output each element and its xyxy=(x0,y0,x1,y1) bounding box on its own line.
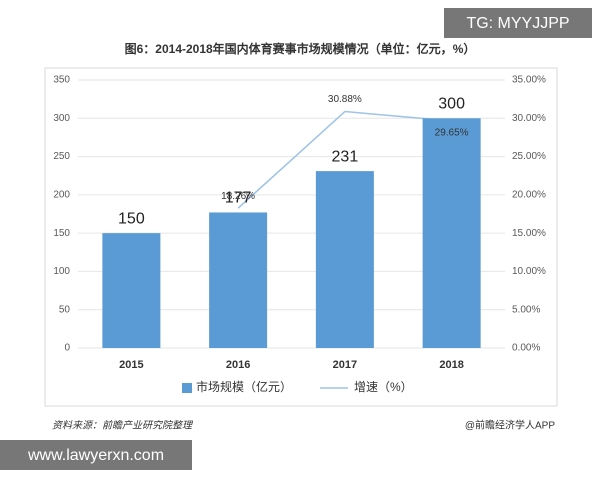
credit: @前瞻经济学人APP xyxy=(465,419,555,432)
y2-tick-label: 20.00% xyxy=(512,189,546,200)
y-tick-label: 300 xyxy=(53,113,70,124)
chart-title: 图6：2014-2018年国内体育赛事市场规模情况（单位：亿元，%） xyxy=(125,41,476,56)
x-tick-label: 2017 xyxy=(333,359,357,371)
y-tick-label: 150 xyxy=(53,228,70,239)
legend-swatch xyxy=(182,383,192,393)
y-tick-label: 350 xyxy=(53,75,70,86)
y-tick-label: 50 xyxy=(59,304,71,315)
x-tick-label: 2018 xyxy=(439,359,463,371)
bar xyxy=(422,118,481,349)
data-label: 231 xyxy=(332,148,359,165)
y-tick-label: 0 xyxy=(64,343,70,354)
bar xyxy=(102,233,161,348)
watermark-box xyxy=(0,440,192,470)
y2-tick-label: 0.00% xyxy=(512,343,540,354)
x-tick-label: 2016 xyxy=(226,359,250,371)
y2-tick-label: 15.00% xyxy=(512,228,546,239)
y-tick-label: 200 xyxy=(53,189,70,200)
y2-tick-label: 5.00% xyxy=(512,304,540,315)
data-label: 30.88% xyxy=(328,94,362,105)
y-tick-label: 100 xyxy=(53,266,70,277)
chart-frame xyxy=(44,67,558,407)
watermark: TG: MYYJJPP xyxy=(466,15,569,32)
data-label: 29.65% xyxy=(435,128,469,139)
data-label: 150 xyxy=(118,210,145,227)
bar xyxy=(209,212,268,348)
x-tick-label: 2015 xyxy=(119,359,143,371)
y2-tick-label: 25.00% xyxy=(512,151,546,162)
bar xyxy=(315,171,374,348)
y2-tick-label: 30.00% xyxy=(512,113,546,124)
data-label: 300 xyxy=(438,96,465,113)
legend-label: 增速（%） xyxy=(354,380,413,394)
data-label: 18.26% xyxy=(221,191,255,202)
line xyxy=(237,110,452,209)
y-tick-label: 250 xyxy=(53,151,70,162)
source: 资料来源：前瞻产业研究院整理 xyxy=(52,420,194,432)
data-label: 177 xyxy=(225,190,252,207)
watermark-box xyxy=(444,8,592,38)
y2-tick-label: 35.00% xyxy=(512,75,546,86)
legend-label: 市场规模（亿元） xyxy=(196,379,292,394)
watermark: www.lawyerxn.com xyxy=(27,447,164,464)
y2-tick-label: 10.00% xyxy=(512,266,546,277)
